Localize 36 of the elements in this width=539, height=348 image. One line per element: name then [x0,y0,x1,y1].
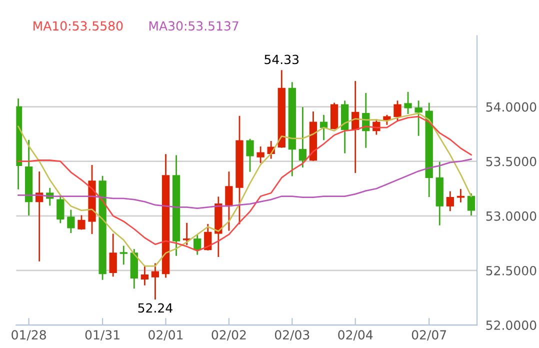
text: MA30:53.5137 [149,21,238,31]
line-series [18,158,472,209]
candlestick [298,107,307,168]
candlestick [182,222,191,245]
candlestick [109,234,117,277]
x-tick-label: 01/31 [85,330,120,341]
y-tick-label: 53.5000 [486,156,536,166]
candlestick [225,172,233,231]
y-tick-label: 53.0000 [486,211,536,221]
x-tick-label: 02/04 [338,330,373,341]
annotation: 54.33 [264,54,299,64]
candlestick [446,191,454,212]
x-tick-label: 02/03 [274,330,310,341]
annotation: 52.24 [138,303,172,313]
candlestick [120,246,128,265]
y-tick-label: 54.0000 [486,102,536,112]
candlestick [246,138,254,172]
candlestick [467,193,476,216]
x-tick-label: 02/02 [212,330,246,341]
text: MA10:53.5580 [34,21,123,31]
x-tick-label: 02/07 [412,330,446,341]
candlestick [394,100,402,121]
candlestick [67,210,75,233]
x-tick-label: 02/01 [148,330,183,341]
x-tick-label: 01/28 [12,330,46,341]
candlestick [140,265,149,286]
y-tick-label: 52.5000 [486,266,536,276]
y-tick-label: 52.0000 [486,320,536,330]
candlestick [151,263,160,300]
candlestick [56,194,64,224]
candlestick [256,146,264,164]
candlestick [414,100,422,136]
candlestick [404,92,412,114]
candlestick [194,234,202,255]
candlestick [320,114,328,140]
candlestick [78,215,86,230]
